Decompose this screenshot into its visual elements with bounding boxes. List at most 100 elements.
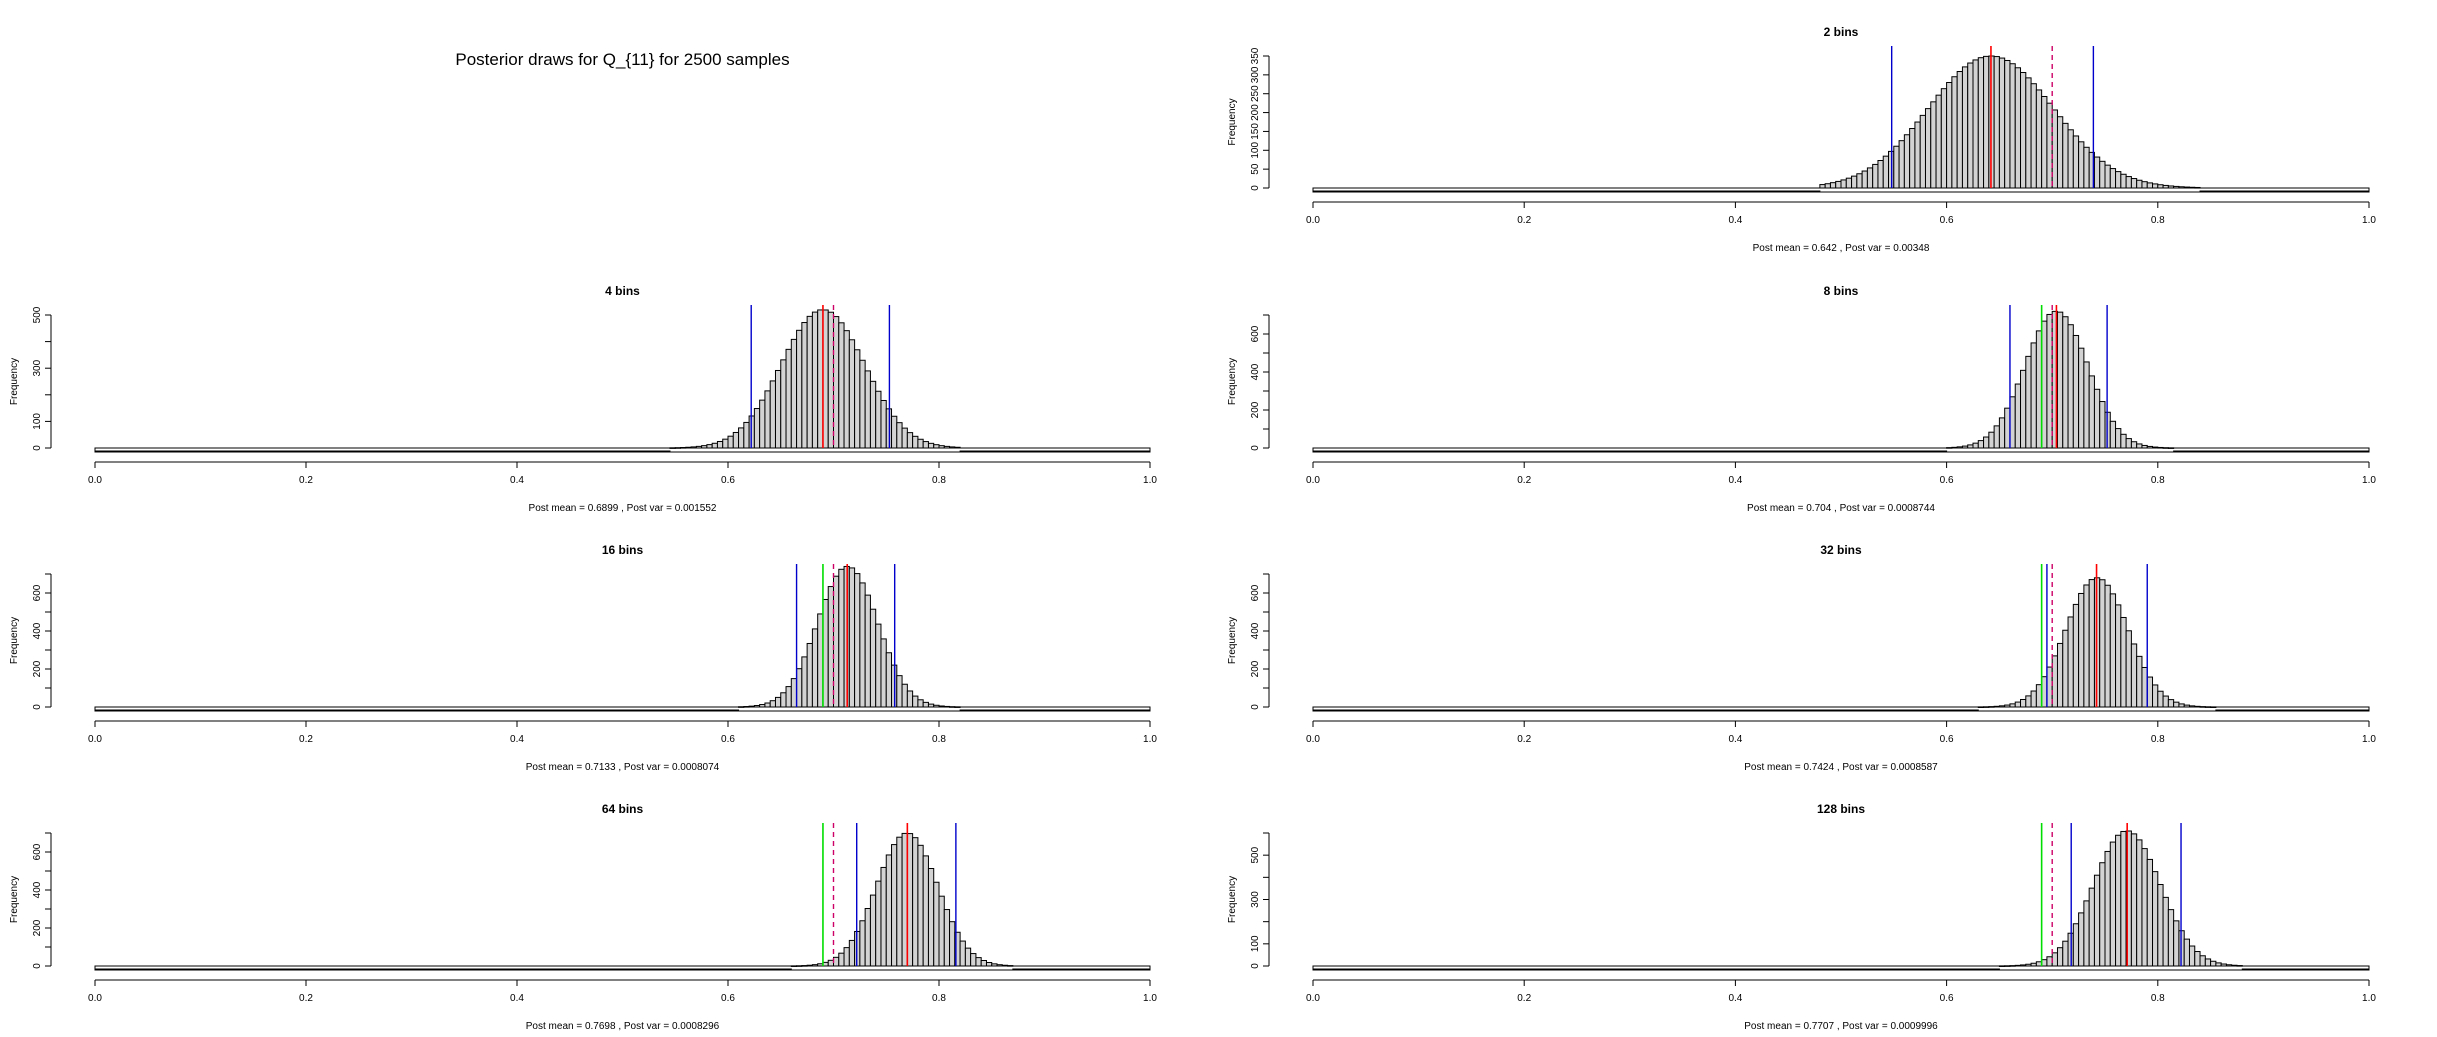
histogram-bar [2109, 593, 2117, 708]
histogram-bar [801, 656, 808, 708]
panel-title: 128 bins [1817, 802, 1865, 816]
histogram-bar [2093, 874, 2101, 967]
x-tick-label: 0.4 [510, 475, 524, 486]
histogram-bar [1972, 442, 1979, 449]
y-tick-label: 0 [32, 704, 43, 710]
x-tick-label: 0.2 [299, 993, 313, 1004]
histogram-bar [2183, 938, 2190, 967]
y-tick-label: 100 [32, 413, 43, 430]
histogram-bar [2125, 176, 2132, 189]
histogram-bar [875, 623, 882, 708]
histogram-bar [1882, 155, 1890, 189]
x-tick-label: 0.2 [299, 734, 313, 745]
panel-title: 64 bins [602, 802, 644, 816]
y-tick-label: 150 [1250, 123, 1261, 140]
panel-title: 32 bins [1820, 543, 1862, 557]
histogram-bar [2162, 896, 2169, 967]
histogram-bar [2099, 160, 2106, 189]
histogram-bar [838, 952, 845, 967]
histogram-bar [896, 836, 903, 967]
x-tick-label: 0.4 [1728, 734, 1742, 745]
histogram-bar [727, 435, 734, 449]
histogram-bar [2099, 862, 2106, 967]
histogram-bar [891, 844, 898, 967]
histogram-bar [1983, 436, 1990, 449]
histogram-bar [1993, 56, 2000, 189]
histogram-bar [1861, 170, 1868, 189]
y-tick-label: 300 [1250, 66, 1261, 83]
histogram-bar [2009, 396, 2016, 449]
histogram-bar [811, 311, 819, 449]
histogram-bar [1967, 62, 1974, 189]
histogram-bar [1877, 160, 1884, 189]
histogram-bar [2025, 77, 2032, 189]
histogram-bar [1961, 66, 1969, 189]
histogram-bar [2125, 630, 2132, 708]
y-tick-label: 400 [1250, 622, 1261, 639]
histogram-bar [959, 940, 966, 967]
histogram-bar [2162, 695, 2169, 708]
y-tick-label: 250 [1250, 85, 1261, 102]
histogram-bar [2210, 960, 2217, 967]
histogram-bar [2115, 428, 2122, 449]
histogram-bar [2041, 95, 2048, 189]
histogram-bar [2056, 311, 2064, 449]
histogram-bar [790, 338, 798, 449]
histogram-bar [980, 960, 987, 967]
histogram-bar [912, 695, 919, 708]
y-tick-label: 0 [1250, 445, 1261, 451]
x-tick-label: 0.6 [1940, 215, 1954, 226]
histogram-bar [1940, 88, 1948, 189]
histogram-bar [917, 699, 924, 708]
histogram-bar [2120, 616, 2127, 708]
histogram-bar [901, 683, 908, 708]
histogram-bar [2072, 603, 2080, 708]
histogram-bar [2056, 947, 2064, 967]
histogram-bar [1835, 180, 1842, 189]
y-tick-label: 400 [32, 622, 43, 639]
histogram-bar [2051, 109, 2058, 189]
histogram-bar [2167, 699, 2175, 708]
histogram-bar [964, 947, 972, 967]
histogram-bar [738, 427, 745, 449]
histogram-bar [2046, 666, 2053, 708]
x-tick-label: 0.8 [932, 993, 946, 1004]
x-tick-label: 0.8 [2151, 734, 2165, 745]
x-tick-label: 0.2 [1517, 215, 1531, 226]
histogram-bar [2146, 182, 2154, 189]
y-tick-label: 600 [32, 584, 43, 601]
histogram-bar [2046, 313, 2053, 449]
histogram-bar [2204, 958, 2212, 967]
histogram-bar [1872, 163, 1879, 189]
histogram-bar [906, 432, 914, 449]
histogram-bar [917, 438, 924, 449]
page-title: Posterior draws for Q_{11} for 2500 samp… [455, 50, 790, 69]
histogram-bar [970, 953, 977, 967]
histogram-bar [1977, 440, 1985, 449]
x-axis-label: Post mean = 0.7133 , Post var = 0.000807… [526, 762, 720, 773]
histogram-bar [1819, 184, 1826, 189]
histogram-bar [827, 586, 835, 708]
histogram-bar [838, 322, 845, 449]
histogram-bar [854, 573, 861, 708]
histogram-bar [1893, 145, 1900, 189]
histogram-bar [885, 652, 893, 708]
y-tick-label: 0 [1250, 963, 1261, 969]
histogram-bar [2056, 116, 2064, 189]
y-tick-label: 350 [1250, 47, 1261, 64]
panel-title: 2 bins [1824, 25, 1859, 39]
histogram-bar [2152, 183, 2159, 189]
histogram-bar [2051, 655, 2058, 708]
histogram-bar [843, 947, 850, 967]
histogram-bar [885, 854, 893, 967]
y-tick-label: 200 [1250, 660, 1261, 677]
y-axis-label: Frequency [1227, 98, 1238, 145]
histogram-bar [785, 686, 792, 708]
x-axis-label: Post mean = 0.704 , Post var = 0.0008744 [1747, 503, 1935, 514]
histogram-bar [2130, 643, 2138, 708]
x-tick-label: 0.0 [1306, 993, 1320, 1004]
histogram-bar [2009, 63, 2016, 189]
histogram-bar [2067, 616, 2074, 708]
histogram-panel-2: 4 bins 0.0 0.2 0.4 0.6 0.8 1.0 Post mean = 0.68… [9, 284, 1157, 514]
